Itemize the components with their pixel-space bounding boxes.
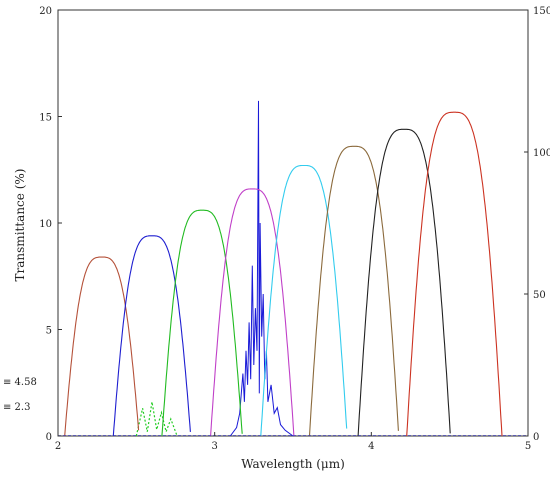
side-label-2-3: ≡ 2.3 [3, 402, 30, 413]
y-tick-label: 15 [39, 113, 52, 124]
x-tick-label: 5 [525, 441, 531, 452]
y-tick-label: 10 [39, 219, 52, 230]
series-line-1 [64, 256, 140, 437]
y-tick-label: 20 [39, 6, 52, 17]
plot-area [57, 9, 529, 437]
y-axis-ticks: 0 5 10 15 20 [39, 6, 62, 443]
y-axis-title: Transmittance (%) [13, 169, 27, 282]
series-curves [58, 100, 528, 437]
series-line-7 [357, 128, 451, 437]
x-tick-label: 2 [55, 441, 61, 452]
green-dotted-spectrum [135, 401, 178, 437]
series-line-2 [112, 235, 191, 437]
series-line-8 [406, 111, 503, 437]
x-tick-label: 4 [368, 441, 374, 452]
series-line-5 [260, 164, 348, 437]
y2-tick-label: 0 [533, 432, 539, 443]
y-tick-label: 5 [46, 326, 52, 337]
plot-border [57, 9, 529, 437]
series-line-4 [210, 188, 295, 437]
x-axis-title: Wavelength (μm) [241, 457, 345, 471]
y-tick-label: 0 [46, 432, 52, 443]
y2-tick-label: 150 [533, 6, 550, 17]
y2-axis-ticks: 0 50 100 150 [524, 6, 550, 443]
series-line-3 [161, 209, 243, 437]
x-axis-ticks: 2 3 4 5 [55, 432, 531, 452]
x-tick-label: 3 [211, 441, 217, 452]
y2-tick-label: 100 [533, 148, 550, 159]
side-label-4-58: ≡ 4.58 [3, 377, 37, 388]
y2-tick-label: 50 [533, 290, 546, 301]
blue-absorption-spectrum [229, 100, 294, 437]
series-line-6 [308, 145, 399, 437]
